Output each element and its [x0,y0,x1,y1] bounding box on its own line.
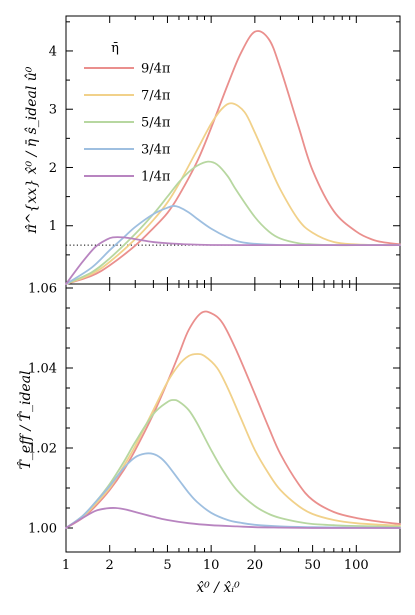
x-tick-label: 20 [247,558,264,573]
legend-label: 7/4π [141,89,171,104]
y-tick-label: 2 [49,161,57,176]
y-tick-label: 1.04 [28,362,57,377]
y-tick-label: 1.02 [28,442,57,457]
bottom-y-axis-label: T̂_eff / T̂_ideal [16,370,34,469]
series-line [65,452,401,529]
series-line [65,353,401,529]
y-tick-label: 1.06 [28,282,57,297]
series-line [65,102,401,285]
series-line [65,399,401,529]
top-y-axis-label: π̂^{xx} x̂⁰ / η̄ ŝ_ideal û⁰ [24,66,40,234]
y-tick-label: 3 [49,103,57,118]
legend-title: η̄ [111,41,119,56]
bottom-panel-curves [65,310,401,529]
legend-label: 5/4π [141,116,171,131]
y-tick-label: 1 [49,219,57,234]
bottom-panel-frame [65,283,401,553]
series-line [65,507,401,529]
x-tick-label: 100 [344,558,369,573]
top-panel-curves [65,30,401,285]
series-line [65,160,401,285]
y-tick-label: 1.00 [28,522,57,537]
legend-label: 9/4π [141,62,171,77]
series-line [65,310,401,529]
legend-label: 3/4π [141,143,171,158]
y-tick-label: 4 [49,44,57,59]
x-tick-label: 2 [106,558,114,573]
x-tick-label: 5 [163,558,171,573]
legend: η̄ 9/4π 7/4π 5/4π 3/4π 1/4π [84,41,171,185]
x-tick-label: 1 [62,558,70,573]
x-tick-label: 50 [304,558,321,573]
x-tick-label: 10 [203,558,220,573]
bottom-panel-ticks: 1 2 5 10 20 50 100 1.00 1.02 1.04 1.06 [28,282,401,573]
x-axis-label: x̂⁰ / x̂ᵢ⁰ [196,580,240,596]
legend-label: 1/4π [141,170,171,185]
series-line [65,236,401,285]
